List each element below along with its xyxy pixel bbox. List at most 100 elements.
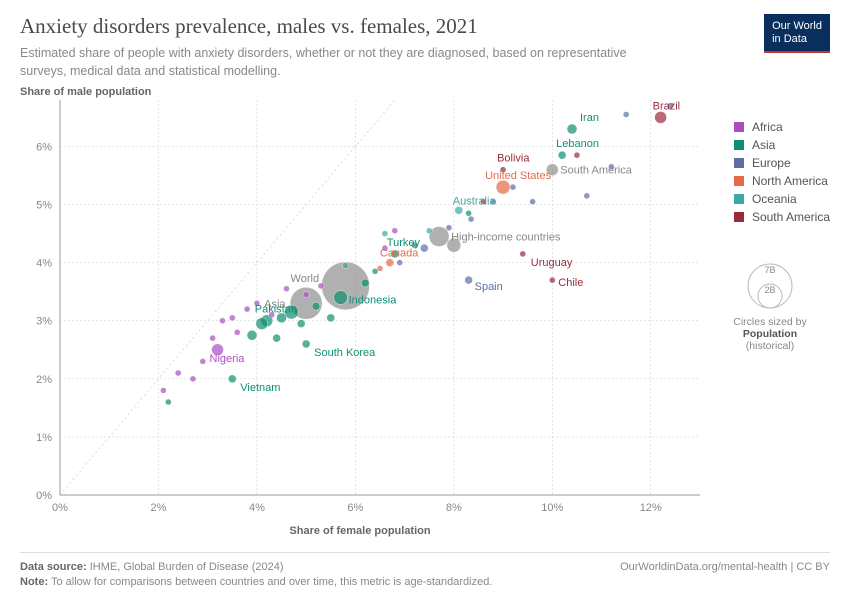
data-point[interactable] (175, 370, 181, 376)
x-tick: 4% (249, 502, 265, 514)
data-point[interactable] (392, 228, 398, 234)
legend-label: Europe (752, 156, 791, 170)
data-point[interactable] (420, 244, 428, 252)
data-point[interactable] (530, 199, 536, 205)
legend-item[interactable]: Europe (734, 156, 830, 170)
data-point[interactable] (655, 111, 667, 123)
point-label: United States (485, 170, 552, 182)
data-point[interactable] (244, 306, 250, 312)
chart-subtitle: Estimated share of people with anxiety d… (20, 45, 660, 80)
data-point[interactable] (382, 231, 388, 237)
data-point[interactable] (361, 279, 369, 287)
footer-note-label: Note: (20, 576, 48, 588)
legend-item[interactable]: South America (734, 210, 830, 224)
data-point[interactable] (228, 375, 236, 383)
legend-item[interactable]: Oceania (734, 192, 830, 206)
data-point[interactable] (210, 335, 216, 341)
chart-header: Anxiety disorders prevalence, males vs. … (0, 0, 850, 80)
legend-swatch (734, 176, 744, 186)
footer-source-text: IHME, Global Burden of Disease (2024) (90, 561, 284, 573)
x-tick: 6% (347, 502, 363, 514)
footer-note-text: To allow for comparisons between countri… (51, 576, 492, 588)
point-label: Chile (558, 277, 583, 289)
x-tick: 0% (52, 502, 68, 514)
legend-label: Asia (752, 138, 775, 152)
data-point[interactable] (247, 330, 257, 340)
legend-swatch (734, 122, 744, 132)
data-point[interactable] (297, 320, 305, 328)
data-point[interactable] (229, 315, 235, 321)
data-point[interactable] (334, 291, 348, 305)
legend-swatch (734, 140, 744, 150)
data-point[interactable] (273, 334, 281, 342)
y-tick: 5% (36, 200, 52, 212)
x-tick: 2% (151, 502, 167, 514)
size-legend-caption2: Population (710, 328, 830, 340)
point-label: World (291, 273, 320, 285)
point-label: Bolivia (497, 153, 530, 165)
data-point[interactable] (466, 210, 472, 216)
data-point[interactable] (200, 358, 206, 364)
data-point[interactable] (426, 228, 432, 234)
data-point[interactable] (567, 124, 577, 134)
legend-item[interactable]: North America (734, 174, 830, 188)
point-label: Nigeria (210, 353, 246, 365)
data-point[interactable] (584, 193, 590, 199)
footer-note: Note: To allow for comparisons between c… (20, 576, 830, 588)
data-point[interactable] (256, 318, 268, 330)
data-point[interactable] (312, 302, 320, 310)
size-legend-caption3: (historical) (710, 340, 830, 352)
data-point[interactable] (160, 387, 166, 393)
data-point[interactable] (520, 251, 526, 257)
data-point[interactable] (190, 376, 196, 382)
region-legend: Africa Asia Europe North America Oceania Sout… (734, 120, 830, 228)
footer-right: OurWorldinData.org/mental-health | CC BY (620, 561, 830, 573)
legend-label: Oceania (752, 192, 797, 206)
owid-logo: Our World in Data (764, 14, 830, 53)
y-axis-label: Share of male population (20, 86, 151, 98)
data-point[interactable] (397, 260, 403, 266)
data-point[interactable] (558, 151, 566, 159)
scatter-chart: 0%2%4%6%8%10%12%0%1%2%3%4%5%6%NigeriaAsi… (20, 100, 700, 520)
legend-item[interactable]: Africa (734, 120, 830, 134)
footer-source: Data source: IHME, Global Burden of Dise… (20, 561, 284, 573)
point-label: Lebanon (556, 138, 599, 150)
chart-title: Anxiety disorders prevalence, males vs. … (20, 14, 830, 39)
data-point[interactable] (219, 318, 225, 324)
size-legend-caption1: Circles sized by (710, 316, 830, 328)
size-legend-value: 2B (764, 285, 775, 295)
legend-label: Africa (752, 120, 783, 134)
data-point[interactable] (468, 216, 474, 222)
point-label: Iran (580, 112, 599, 124)
data-point[interactable] (234, 329, 240, 335)
data-point[interactable] (510, 184, 516, 190)
data-point[interactable] (327, 314, 335, 322)
footer-source-label: Data source: (20, 561, 87, 573)
data-point[interactable] (623, 112, 629, 118)
legend-item[interactable]: Asia (734, 138, 830, 152)
data-point[interactable] (386, 259, 394, 267)
logo-line1: Our World (772, 20, 822, 32)
x-tick: 8% (446, 502, 462, 514)
point-label: Pakistan (255, 304, 297, 316)
data-point[interactable] (283, 286, 289, 292)
point-label: Spain (475, 281, 503, 293)
data-point[interactable] (455, 206, 463, 214)
point-label: South Korea (314, 347, 376, 359)
data-point[interactable] (465, 276, 473, 284)
size-legend: 7B2B Circles sized by Population (histor… (710, 260, 830, 352)
data-point[interactable] (446, 225, 452, 231)
point-label: Uruguay (531, 257, 573, 269)
data-point[interactable] (496, 180, 510, 194)
data-point[interactable] (302, 340, 310, 348)
y-tick: 3% (36, 316, 52, 328)
data-point[interactable] (165, 399, 171, 405)
data-point[interactable] (574, 152, 580, 158)
point-label: Indonesia (349, 295, 398, 307)
point-label: Canada (380, 248, 419, 260)
data-point[interactable] (343, 263, 349, 269)
logo-line2: in Data (772, 33, 807, 45)
data-point[interactable] (303, 292, 309, 298)
data-point[interactable] (549, 277, 555, 283)
data-point[interactable] (377, 265, 383, 271)
